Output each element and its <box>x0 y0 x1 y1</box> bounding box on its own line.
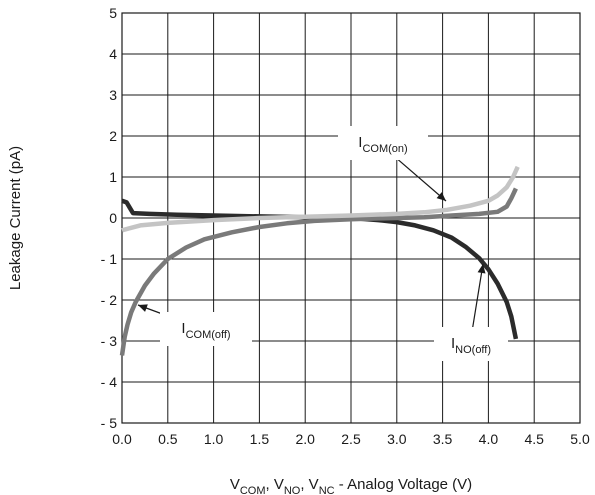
annotation-background <box>160 312 252 346</box>
y-tick-label: 4 <box>109 46 117 62</box>
annotation-arrowhead <box>138 304 148 312</box>
y-tick-label: - 5 <box>101 415 118 431</box>
x-axis-label: VCOM, VNO, VNC - Analog Voltage (V) <box>230 476 472 495</box>
annotation-ino-off: INO(off) <box>451 335 491 356</box>
annotation-arrowhead <box>436 192 446 201</box>
annotation-background <box>434 327 508 361</box>
annotation-background <box>338 126 428 160</box>
x-tick-label: 4.5 <box>524 431 544 447</box>
y-tick-label: 5 <box>109 5 117 21</box>
annotation-icom-off: ICOM(off) <box>181 320 230 341</box>
tick-labels: 0.0 0.5 1.0 1.5 2.0 2.5 3.0 3.5 4.0 4.5 5.0 5 4 3 2 1 0 -… <box>101 5 590 447</box>
series-line-ino-off <box>121 198 519 340</box>
x-tick-label: 3.5 <box>433 431 453 447</box>
x-tick-label: 2.0 <box>295 431 315 447</box>
annotation-arrowhead <box>477 264 486 274</box>
y-tick-label: - 2 <box>101 292 118 308</box>
x-tick-label: 5.0 <box>570 431 590 447</box>
y-tick-label: - 1 <box>101 251 118 267</box>
series-line-icom-off <box>119 187 518 356</box>
y-tick-label: 1 <box>109 169 117 185</box>
plot-frame <box>121 12 581 424</box>
y-tick-label: - 4 <box>101 374 118 390</box>
y-tick-label: 3 <box>109 87 117 103</box>
y-axis-label: Leakage Current (pA) <box>7 146 24 290</box>
series-line-icom-on <box>121 165 520 233</box>
x-tick-label: 2.5 <box>341 431 361 447</box>
y-tick-label: 0 <box>109 210 117 226</box>
grid <box>121 12 581 424</box>
x-tick-label: 4.0 <box>479 431 499 447</box>
x-tick-label: 3.0 <box>387 431 407 447</box>
y-tick-label: - 3 <box>101 333 118 349</box>
x-tick-label: 0.5 <box>158 431 178 447</box>
x-tick-label: 1.5 <box>250 431 270 447</box>
annotation-icom-on: ICOM(on) <box>358 134 407 155</box>
annotation-labels: ICOM(on) ICOM(off) INO(off) <box>160 126 508 361</box>
x-tick-label: 0.0 <box>112 431 132 447</box>
x-tick-label: 1.0 <box>204 431 224 447</box>
series-lines <box>119 165 520 356</box>
y-tick-label: 2 <box>109 128 117 144</box>
